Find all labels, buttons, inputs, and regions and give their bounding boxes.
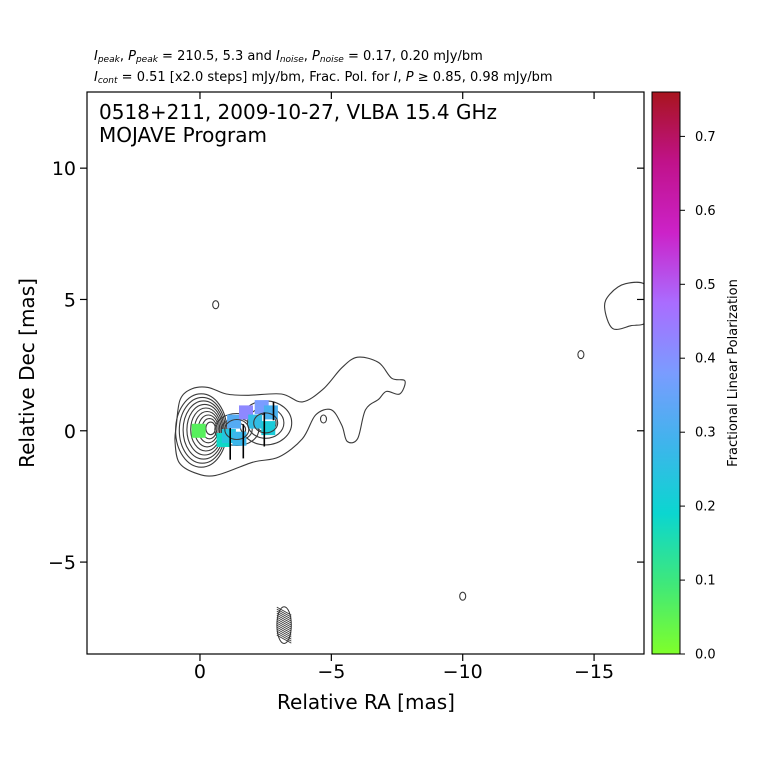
beam-hatch bbox=[276, 632, 292, 642]
beam-hatch bbox=[276, 616, 292, 626]
polarization-pixel bbox=[232, 431, 247, 446]
beam-hatch bbox=[276, 618, 292, 628]
isolated-contour bbox=[319, 414, 328, 424]
contour-layer bbox=[174, 281, 644, 601]
beam-hatch bbox=[276, 624, 292, 634]
y-axis-label: Relative Dec [mas] bbox=[15, 278, 39, 468]
beam-hatch bbox=[276, 620, 292, 630]
y-tick-label: −5 bbox=[48, 552, 76, 574]
plot-area bbox=[174, 281, 644, 644]
colorbar-tick-label: 0.0 bbox=[695, 648, 716, 663]
colorbar-tick-label: 0.4 bbox=[695, 352, 716, 367]
polarization-pixel bbox=[227, 414, 242, 429]
colorbar-tick-label: 0.5 bbox=[695, 278, 716, 293]
isolated-contour bbox=[577, 350, 585, 360]
header-thresholds: 0.85, 0.98 mJy/bm bbox=[432, 70, 553, 85]
outer-contour bbox=[174, 356, 406, 477]
beam-hatch bbox=[276, 606, 292, 616]
colorbar-tick-label: 0.6 bbox=[695, 204, 716, 219]
y-tick-label: 10 bbox=[52, 158, 76, 180]
colorbar-label: Fractional Linear Polarization bbox=[726, 279, 741, 467]
colorbar-tick-label: 0.7 bbox=[695, 130, 716, 145]
colorbar-ticks: 0.0 0.1 0.2 0.3 0.4 0.5 0.6 0.7 bbox=[680, 130, 716, 663]
header-noise-values: 0.17, 0.20 mJy/bm bbox=[362, 49, 483, 64]
source-annotation: 0518+211, 2009-10-27, VLBA 15.4 GHz bbox=[99, 100, 497, 124]
x-tick-label: 0 bbox=[194, 661, 206, 683]
beam-hatch bbox=[276, 612, 292, 622]
beam-hatch bbox=[276, 628, 292, 638]
x-tick-label: −5 bbox=[317, 661, 345, 683]
core-contour bbox=[205, 421, 216, 436]
y-tick-label: 0 bbox=[64, 421, 76, 443]
header-peak-values: 210.5, 5.3 bbox=[177, 49, 244, 64]
header-line-1: Ipeak, Ppeak = 210.5, 5.3 and Inoise, Pn… bbox=[94, 49, 483, 65]
x-axis-label: Relative RA [mas] bbox=[277, 690, 455, 714]
colorbar-tick-label: 0.1 bbox=[695, 574, 716, 589]
isolated-contour bbox=[459, 591, 467, 601]
beam-hatch bbox=[276, 614, 292, 624]
beam-hatch bbox=[276, 622, 292, 632]
beam-hatch bbox=[276, 608, 292, 618]
edge-contour bbox=[604, 281, 644, 330]
colorbar-tick-label: 0.3 bbox=[695, 426, 716, 441]
polarization-pixel bbox=[248, 414, 263, 429]
colorbar-tick-label: 0.2 bbox=[695, 500, 716, 515]
x-tick-label: −10 bbox=[443, 661, 483, 683]
beam-hatch bbox=[276, 626, 292, 636]
colorbar bbox=[651, 91, 681, 655]
x-axis-ticks: 0 −5 −10 −15 bbox=[194, 92, 614, 683]
jet-knot-inner-contour bbox=[224, 418, 250, 441]
beam-layer bbox=[276, 606, 292, 644]
polarization-pixel bbox=[191, 423, 206, 438]
isolated-contour bbox=[212, 300, 220, 310]
header-cont-text: = 0.51 [x2.0 steps] mJy/bm, Frac. Pol. f… bbox=[121, 70, 390, 85]
evpa-layer bbox=[229, 401, 275, 460]
program-annotation: MOJAVE Program bbox=[99, 123, 267, 147]
y-axis-ticks: −5 0 5 10 bbox=[48, 158, 644, 574]
jet-knot-inner-contour bbox=[253, 412, 279, 434]
x-tick-label: −15 bbox=[574, 661, 614, 683]
beam-hatch bbox=[276, 610, 292, 620]
beam-hatch bbox=[276, 634, 292, 644]
plot-frame bbox=[86, 91, 645, 655]
header-line-2: Icont = 0.51 [x2.0 steps] mJy/bm, Frac. … bbox=[94, 70, 553, 86]
beam-hatch bbox=[276, 630, 292, 640]
y-tick-label: 5 bbox=[64, 289, 76, 311]
